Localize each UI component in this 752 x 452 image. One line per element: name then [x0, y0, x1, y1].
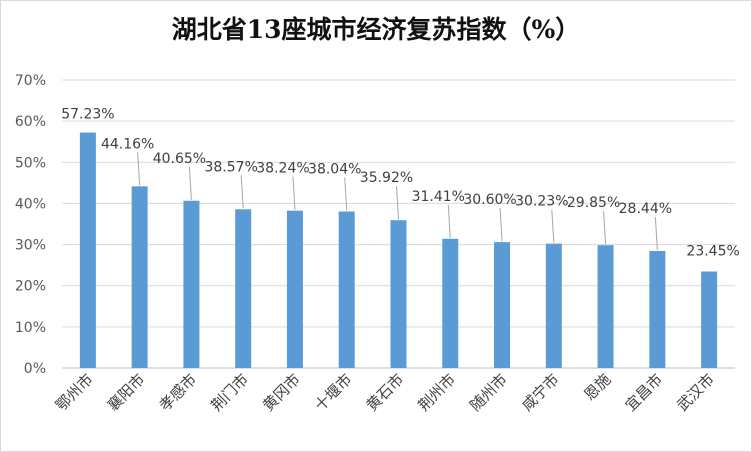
category-label: 鄂州市	[52, 370, 97, 415]
y-tick-label: 60%	[15, 114, 46, 130]
category-label: 咸宁市	[518, 370, 563, 415]
data-label: 38.24%	[256, 161, 309, 177]
category-label: 十堰市	[311, 370, 356, 415]
bar	[338, 211, 355, 368]
bar	[649, 250, 666, 368]
data-labels: 57.23% 44.16%40.65%38.57%38.24%38.04%35.9…	[61, 107, 740, 260]
leader-line	[137, 152, 141, 186]
category-label: 随州市	[466, 370, 511, 415]
y-tick-label: 40%	[15, 196, 46, 212]
bar	[597, 245, 614, 368]
category-labels: 鄂州市 襄阳市 孝感市 荆门市 黄冈市 十堰市 黄石市 荆州市 随州市 咸宁市 恩施 宜昌市 武汉市	[52, 370, 718, 415]
bar	[545, 243, 562, 368]
y-axis-ticks: 0% 10% 20% 30% 40% 50% 60% 70%	[15, 73, 46, 377]
bar	[131, 186, 148, 368]
leader-line	[240, 175, 244, 209]
data-label: 38.57%	[204, 159, 257, 175]
leader-line	[188, 166, 192, 200]
data-label: 40.65%	[153, 151, 206, 167]
category-label: 荆门市	[207, 370, 252, 415]
data-label: 29.85%	[567, 195, 620, 211]
y-tick-label: 20%	[15, 279, 46, 295]
data-label: 31.41%	[412, 189, 465, 205]
bar	[286, 210, 303, 368]
leader-line	[344, 177, 348, 211]
bar	[701, 271, 718, 368]
category-label: 武汉市	[673, 370, 718, 415]
data-label: 57.23%	[61, 107, 114, 123]
data-label: 30.60%	[463, 192, 516, 208]
category-label: 黄冈市	[259, 370, 304, 415]
data-label: 28.44%	[619, 201, 672, 217]
leader-line	[551, 209, 555, 243]
data-label: 44.16%	[101, 136, 154, 152]
leader-line	[603, 211, 607, 245]
leader-line	[499, 208, 503, 242]
bar	[390, 220, 407, 368]
leader-line	[396, 186, 399, 220]
category-label: 襄阳市	[104, 370, 149, 415]
data-label: 35.92%	[360, 170, 413, 186]
leader-line	[654, 216, 658, 251]
y-tick-label: 0%	[24, 361, 46, 377]
chart-title: 湖北省13座城市经济复苏指数（%）	[171, 15, 581, 44]
leader-line	[292, 176, 296, 210]
bar	[183, 200, 200, 368]
bar	[442, 238, 459, 368]
leader-line	[447, 204, 451, 238]
category-label: 宜昌市	[622, 370, 667, 415]
y-tick-label: 70%	[15, 73, 46, 89]
data-label: 30.23%	[515, 194, 568, 210]
category-label: 孝感市	[156, 370, 201, 415]
category-label: 黄石市	[363, 370, 408, 415]
category-label: 荆州市	[415, 370, 460, 415]
bars	[79, 132, 718, 368]
data-label: 23.45%	[686, 244, 739, 260]
bar	[79, 132, 96, 368]
bar	[235, 209, 252, 368]
category-label: 恩施	[580, 370, 614, 404]
y-tick-label: 30%	[15, 238, 46, 254]
bar	[494, 242, 511, 368]
y-tick-label: 10%	[15, 320, 46, 336]
leader-lines	[137, 152, 658, 251]
data-label: 38.04%	[308, 161, 361, 177]
y-tick-label: 50%	[15, 155, 46, 171]
